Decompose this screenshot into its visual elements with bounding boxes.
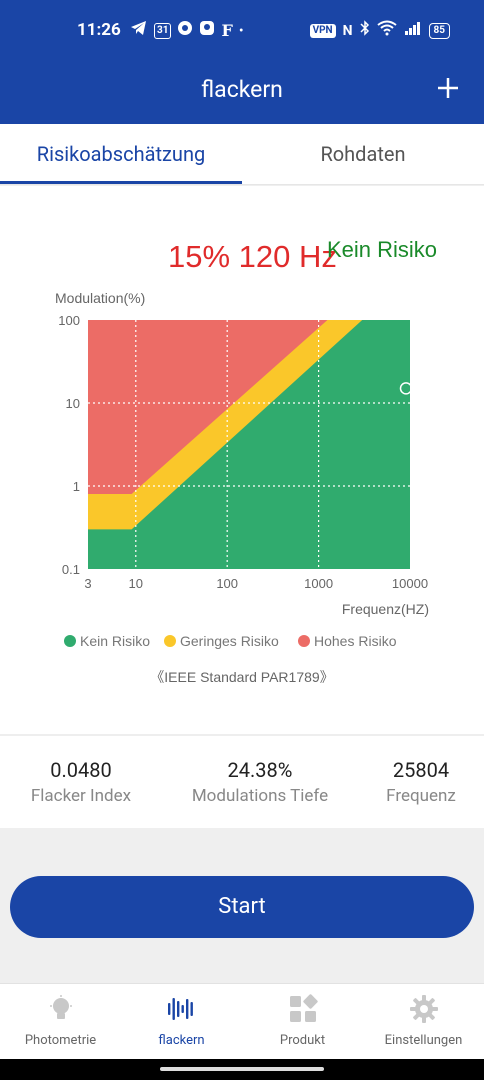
system-navigation-bar [0, 1059, 484, 1080]
add-button[interactable] [428, 68, 468, 108]
chrome-icon [177, 20, 193, 42]
telegram-icon [130, 20, 148, 42]
stat-label: Flacker Index [30, 786, 132, 806]
status-notification-icons: 31 F • [130, 20, 244, 42]
readout-percent-frequency: 15% 120 Hz [168, 239, 337, 274]
x-tick-label: 100 [216, 576, 238, 591]
bluetooth-icon [359, 20, 370, 42]
y-tick-label: 100 [58, 313, 80, 328]
legend-label: Hohes Risiko [314, 633, 397, 649]
signal-icon [404, 20, 422, 42]
legend-swatch [164, 635, 176, 647]
nav-produkt[interactable]: Produkt [242, 984, 363, 1060]
f-icon: F [221, 21, 233, 40]
gear-icon [410, 995, 438, 1023]
app-icon [199, 20, 215, 42]
stat-value: 24.38% [227, 758, 293, 782]
tab-risikoabschaetzung[interactable]: Risikoabschätzung [36, 142, 206, 166]
tab-bar: Risikoabschätzung Rohdaten [0, 124, 484, 185]
battery-icon: 85 [428, 23, 450, 39]
legend-swatch [298, 635, 310, 647]
page-title: flackern [201, 76, 283, 103]
dot-icon: • [238, 23, 244, 39]
app-bar: flackern [0, 62, 484, 124]
lightbulb-icon [50, 995, 72, 1019]
x-axis-label: Frequenz(HZ) [342, 601, 429, 617]
x-tick-label: 10 [129, 576, 143, 591]
home-indicator[interactable] [160, 1067, 324, 1071]
x-tick-label: 10000 [392, 576, 428, 591]
region-kein-risiko [88, 320, 410, 569]
y-axis-label: Modulation(%) [55, 290, 145, 306]
legend-swatch [64, 635, 76, 647]
x-tick-label: 3 [84, 576, 91, 591]
tab-indicator [0, 181, 242, 184]
plus-icon [438, 78, 458, 98]
y-tick-label: 0.1 [62, 562, 80, 577]
nav-flackern[interactable]: flackern [121, 984, 242, 1060]
stat-value: 25804 [392, 758, 450, 782]
y-tick-label: 1 [73, 479, 80, 494]
status-system-icons: VPN N 85 [309, 20, 450, 42]
stat-label: Frequenz [386, 786, 456, 806]
vpn-icon: VPN [309, 24, 336, 38]
nav-label: Einstellungen [384, 1033, 463, 1048]
stat-value: 0.0480 [50, 758, 112, 782]
bottom-navigation: Photometrie flackern Produkt [0, 983, 484, 1059]
stat-label: Modulations Tiefe [191, 786, 329, 806]
y-tick-label: 10 [66, 396, 80, 411]
standard-source: 《IEEE Standard PAR1789》 [150, 669, 333, 685]
measurement-marker [399, 382, 413, 395]
nav-photometrie[interactable]: Photometrie [0, 984, 121, 1060]
stat-frequenz: 25804 Frequenz [341, 736, 484, 806]
divider [0, 734, 484, 736]
stats-row: 0.0480 Flacker Index 24.38% Modulations … [0, 736, 484, 828]
nav-label: Photometrie [24, 1033, 97, 1048]
risk-chart-card: 15% 120 Hz Kein Risiko Modulation(%) 100… [0, 186, 484, 734]
readout-risk-level: Kein Risiko [327, 237, 437, 262]
risk-chart: 15% 120 Hz Kein Risiko Modulation(%) 100… [55, 237, 437, 685]
nfc-icon: N [342, 23, 353, 39]
waveform-icon [168, 998, 193, 1020]
stat-modulations-tiefe: 24.38% Modulations Tiefe [180, 736, 340, 806]
nav-label: flackern [158, 1033, 205, 1048]
legend-label: Geringes Risiko [180, 633, 279, 649]
grid-icon [290, 994, 318, 1022]
tab-rohdaten[interactable]: Rohdaten [320, 142, 406, 166]
status-bar: 11:26 31 F • VPN N 85 [0, 0, 484, 62]
wifi-icon [376, 20, 397, 42]
stat-flacker-index: 0.0480 Flacker Index [1, 736, 161, 806]
nav-einstellungen[interactable]: Einstellungen [363, 984, 484, 1060]
status-time: 11:26 [77, 20, 121, 40]
calendar-icon: 31 [154, 23, 172, 39]
legend-label: Kein Risiko [80, 633, 150, 649]
nav-label: Produkt [279, 1033, 326, 1048]
x-tick-label: 1000 [304, 576, 333, 591]
start-button[interactable]: Start [10, 876, 474, 938]
